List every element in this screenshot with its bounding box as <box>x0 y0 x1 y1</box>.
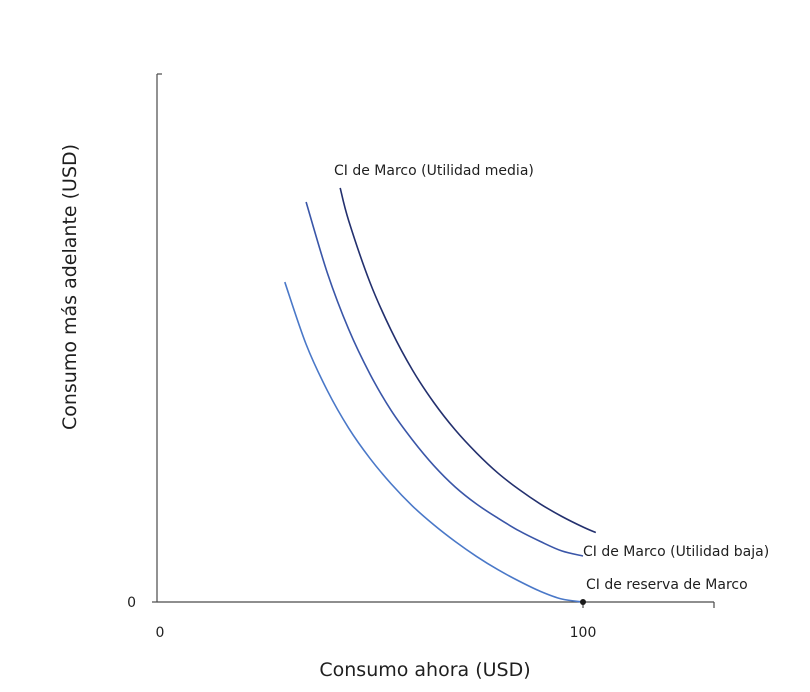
y-tick-label-0: 0 <box>127 595 136 611</box>
tick-labels: 0 100 0 <box>127 595 596 641</box>
x-tick-label-100: 100 <box>570 625 597 641</box>
curve-utilidad-media <box>339 187 597 534</box>
y-axis-title: Consumo más adelante (USD) <box>59 144 81 430</box>
curve-label-reserva: CI de reserva de Marco <box>586 577 748 593</box>
curve-labels: CI de reserva de Marco CI de Marco (Util… <box>334 163 769 593</box>
x-axis-title: Consumo ahora (USD) <box>319 659 530 681</box>
x-tick-label-0: 0 <box>156 625 165 641</box>
curve-label-utilidad-media: CI de Marco (Utilidad media) <box>334 163 534 179</box>
curve-reserva <box>284 281 584 603</box>
endowment-point <box>580 599 586 605</box>
curve-utilidad-baja <box>305 201 584 557</box>
curves <box>284 187 597 603</box>
axes <box>152 73 715 608</box>
curve-label-utilidad-baja: CI de Marco (Utilidad baja) <box>583 544 769 560</box>
